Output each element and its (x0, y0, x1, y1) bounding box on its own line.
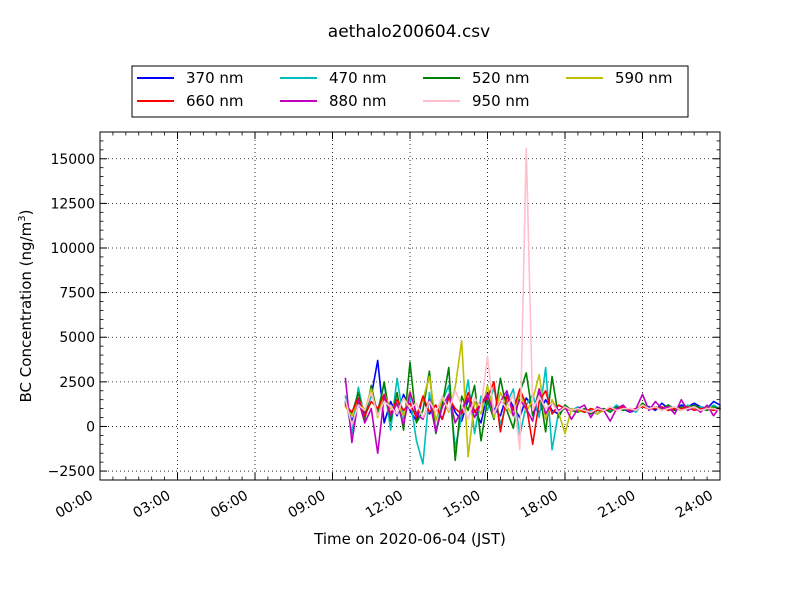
y-tick-label: 2500 (59, 375, 95, 391)
x-tick-label: 03:00 (131, 488, 174, 522)
series-layer (344, 147, 721, 465)
series-line-880-nm (344, 377, 721, 455)
x-tick-label: 24:00 (673, 488, 716, 522)
y-tick-label: 7500 (59, 286, 95, 302)
chart-title: aethalo200604.csv (328, 22, 490, 42)
x-tick-label: 12:00 (363, 488, 406, 522)
x-tick-label: 06:00 (208, 488, 251, 522)
y-tick-label: −2500 (48, 464, 95, 480)
y-tick-label: 0 (86, 419, 95, 435)
x-axis-label: Time on 2020-06-04 (JST) (313, 530, 506, 548)
x-tick-label: 09:00 (286, 488, 329, 522)
x-tick-label: 00:00 (53, 488, 96, 522)
legend-box (131, 65, 689, 118)
y-axis-label-main: BC Concentration (ng/m (17, 222, 35, 403)
x-tick-label: 21:00 (596, 488, 639, 522)
legend-label-880-nm: 880 nm (329, 92, 387, 110)
x-tick-label: 18:00 (518, 488, 561, 522)
legend-label-370-nm: 370 nm (186, 69, 244, 87)
plot-area-frame (99, 131, 721, 481)
grid-layer (99, 132, 721, 480)
y-axis-label: BC Concentration (ng/m3) (17, 210, 35, 403)
legend-label-660-nm: 660 nm (186, 92, 244, 110)
y-axis-label-tail: ) (17, 210, 35, 216)
y-axis-label-superscript: 3 (17, 215, 28, 221)
y-tick-label: 12500 (50, 196, 95, 212)
y-tick-label: 10000 (50, 241, 95, 257)
legend-label-950-nm: 950 nm (472, 92, 530, 110)
axis-layer: 00:00 03:00 06:00 09:00 12:00 15:00 18:00 21:00… (48, 132, 721, 522)
legend-label-520-nm: 520 nm (472, 69, 530, 87)
series-line-950-nm (344, 147, 721, 451)
y-tick-label: 15000 (50, 152, 95, 168)
legend: 370 nm 470 nm 520 nm 590 nm 660 nm 880 nm 950 … (131, 65, 689, 118)
x-tick-label: 15:00 (441, 488, 484, 522)
y-tick-label: 5000 (59, 330, 95, 346)
legend-label-470-nm: 470 nm (329, 69, 387, 87)
legend-label-590-nm: 590 nm (615, 69, 673, 87)
